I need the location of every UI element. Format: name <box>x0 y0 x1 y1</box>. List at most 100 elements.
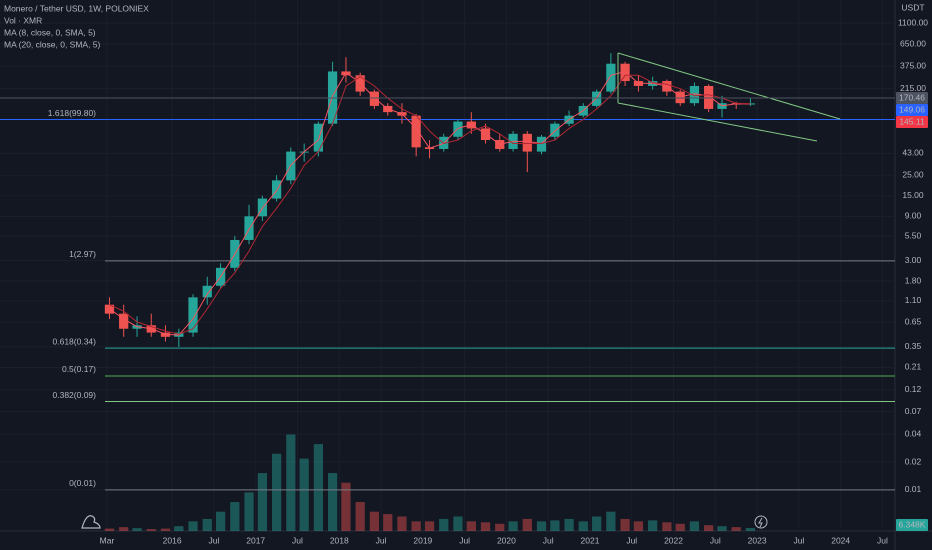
candle-body <box>411 115 421 148</box>
volume-bar <box>675 523 685 531</box>
x-tick-label: 2022 <box>664 535 683 545</box>
logo-icon <box>81 515 101 529</box>
y-tick-label: 650.00 <box>900 38 926 48</box>
y-tick-label: 0.04 <box>905 428 922 438</box>
y-tick-label: 15.00 <box>902 190 924 200</box>
moving-averages <box>109 70 751 336</box>
x-tick-label: 2019 <box>413 535 432 545</box>
x-tick-label: Jul <box>292 535 303 545</box>
candle-body <box>188 297 198 333</box>
y-tick-label: 0.12 <box>905 384 922 394</box>
volume-bar <box>704 525 714 531</box>
volume-bar <box>104 528 115 531</box>
y-tick-label: 25.00 <box>902 169 924 179</box>
event-icon-bolt <box>758 517 763 528</box>
price-label-bg <box>896 116 928 129</box>
x-tick-label: 2023 <box>748 535 767 545</box>
price-label: 170.46 <box>899 92 925 102</box>
volume-bar <box>745 527 756 531</box>
volume-bar <box>620 518 630 531</box>
volume-bar <box>355 502 365 531</box>
volume-bar <box>522 518 532 531</box>
x-tick-label: Jul <box>208 535 219 545</box>
volume-bar <box>662 522 672 531</box>
price-label: 145.11 <box>899 116 925 126</box>
ma-legend: MA (8, close, 0, SMA, 5) <box>4 27 96 37</box>
y-tick-label: 9.00 <box>905 211 922 221</box>
volume-bar <box>453 516 463 531</box>
volume-bar <box>717 526 727 531</box>
candle-body <box>620 63 630 82</box>
volume-bar <box>606 511 616 531</box>
volume-label-bg <box>896 519 928 531</box>
y-tick-label: 0.01 <box>905 484 922 494</box>
y-tick-label: 43.00 <box>902 148 924 158</box>
volume-bar <box>160 528 171 531</box>
candle-body <box>606 63 616 92</box>
price-unit: USDT <box>901 2 924 12</box>
candle-body <box>369 91 379 106</box>
fib-label: 1.618(99.80) <box>48 108 96 118</box>
candle-body <box>704 85 714 109</box>
volume-bar <box>132 528 142 531</box>
ma-line <box>109 70 751 336</box>
volume-bar <box>633 521 644 531</box>
candle-body <box>550 123 560 137</box>
volume-bar <box>536 521 547 531</box>
volume-bar <box>230 502 240 531</box>
candle-body <box>689 85 700 104</box>
fib-levels: 1.618(99.80) 1(2.97) 0.618(0.34) 0.5(0.17) 0… <box>0 108 895 491</box>
volume-bar <box>369 511 379 531</box>
fib-label: 0(0.01) <box>69 478 96 488</box>
y-tick-label: 0.07 <box>905 406 922 416</box>
wedge-lower <box>617 102 818 142</box>
volume-bar <box>648 520 658 531</box>
volume-legend: Vol · XMR <box>4 15 42 25</box>
volume-bar <box>564 518 574 531</box>
fib-label: 0.382(0.09) <box>53 390 97 400</box>
volume <box>104 434 756 531</box>
volume-bar <box>480 522 491 531</box>
volume-bar <box>689 521 700 531</box>
volume-bar <box>299 458 309 531</box>
y-tick-label: 0.02 <box>905 456 922 466</box>
volume-bar <box>257 473 268 531</box>
volume-bar <box>313 444 324 531</box>
y-tick-label: 215.00 <box>900 83 926 93</box>
volume-bar <box>327 473 338 531</box>
y-tick-label: 1.80 <box>905 275 922 285</box>
x-tick-label: 2017 <box>246 535 265 545</box>
volume-bar <box>383 514 393 531</box>
ma-legend: MA (20, close, 0, SMA, 5) <box>4 39 101 49</box>
volume-bar <box>188 521 198 531</box>
y-tick-label: 0.21 <box>905 362 922 372</box>
candle-body <box>119 313 129 329</box>
x-tick-label: 2016 <box>163 535 182 545</box>
volume-bar <box>341 482 351 531</box>
volume-bar <box>411 521 421 531</box>
y-tick-label: 0.65 <box>905 316 922 326</box>
wedge-upper <box>617 52 841 120</box>
volume-bar <box>578 521 588 531</box>
volume-bar <box>731 527 741 531</box>
volume-bar <box>146 529 156 531</box>
y-tick-label: 1100.00 <box>898 17 928 27</box>
fib-label: 1(2.97) <box>69 249 96 259</box>
price-label: 149.06 <box>899 104 925 114</box>
candle-body <box>536 136 547 152</box>
candle-body <box>271 180 282 199</box>
y-tick-label: 0.35 <box>905 341 922 351</box>
x-tick-label: Jul <box>459 535 470 545</box>
y-tick-label: 5.50 <box>905 230 922 240</box>
x-tick-label: 2018 <box>330 535 349 545</box>
logo <box>81 515 101 529</box>
candle-body <box>355 75 365 92</box>
x-tick-label: Jul <box>877 535 888 545</box>
price-label-bg <box>896 104 928 117</box>
x-tick-label: 2024 <box>831 535 850 545</box>
y-tick-label: 3.00 <box>905 255 922 265</box>
axes: 1100.00 650.00 375.00 215.00 43.00 25.00 15.00… <box>0 17 928 545</box>
event-icon[interactable] <box>754 515 768 529</box>
